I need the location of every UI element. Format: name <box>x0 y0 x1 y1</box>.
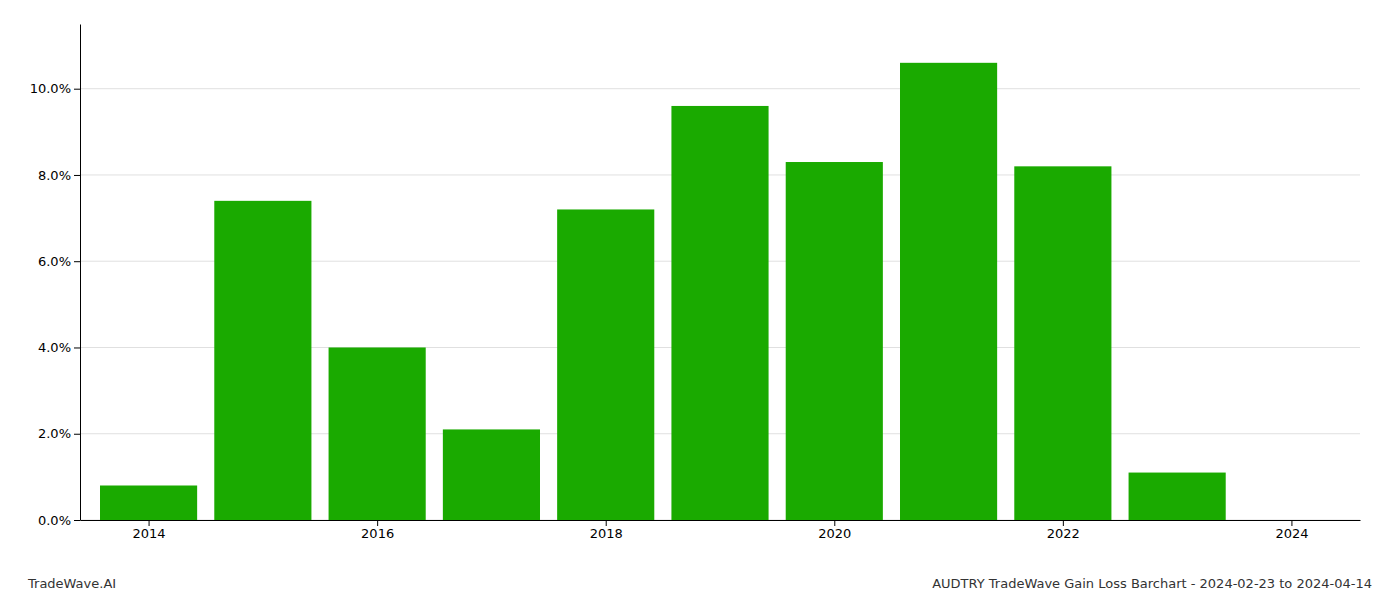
y-tick-label: 2.0% <box>38 426 71 441</box>
y-tick-mark <box>74 434 80 435</box>
y-tick-label: 8.0% <box>38 168 71 183</box>
x-tick: 2022 <box>1047 520 1080 541</box>
bars <box>100 63 1226 520</box>
footer-text: TradeWave.AI <box>27 576 116 591</box>
bar <box>214 201 311 520</box>
bar <box>671 106 768 520</box>
y-tick: 8.0% <box>38 168 80 183</box>
chart-container: 0.0% 2.0% 4.0% 6.0% 8.0% 10.0% 2014 2016 2018 202… <box>0 0 1400 600</box>
x-tick: 2020 <box>818 520 851 541</box>
y-tick-label: 6.0% <box>38 254 71 269</box>
y-tick: 6.0% <box>38 254 80 269</box>
x-tick-mark <box>149 520 150 526</box>
bar <box>557 209 654 520</box>
grid-line <box>80 88 1360 89</box>
y-tick-mark <box>74 520 80 521</box>
y-tick: 2.0% <box>38 426 80 441</box>
x-tick-mark <box>606 520 607 526</box>
y-tick: 4.0% <box>38 340 80 355</box>
y-tick: 10.0% <box>30 81 80 96</box>
x-tick-label: 2018 <box>590 526 623 541</box>
bar <box>443 429 540 520</box>
y-tick: 0.0% <box>38 513 80 528</box>
x-tick-mark <box>1291 520 1292 526</box>
x-tick: 2018 <box>590 520 623 541</box>
y-tick-label: 0.0% <box>38 513 71 528</box>
y-tick-label: 4.0% <box>38 340 71 355</box>
y-tick-mark <box>74 175 80 176</box>
y-tick-mark <box>74 89 80 90</box>
grid <box>80 89 1360 520</box>
x-axis-line <box>81 520 1361 521</box>
y-axis-line <box>80 25 81 521</box>
x-tick-mark <box>377 520 378 526</box>
footer-text: AUDTRY TradeWave Gain Loss Barchart - 20… <box>932 576 1372 591</box>
bar <box>900 63 997 520</box>
x-tick-mark <box>1063 520 1064 526</box>
x-tick: 2016 <box>361 520 394 541</box>
x-tick-label: 2020 <box>818 526 851 541</box>
x-axis: 2014 2016 2018 2020 2022 2024 <box>81 520 1361 541</box>
footer: TradeWave.AI AUDTRY TradeWave Gain Loss B… <box>27 576 1372 591</box>
y-tick-mark <box>74 347 80 348</box>
x-tick-label: 2016 <box>361 526 394 541</box>
bar <box>100 485 197 520</box>
bar <box>1129 473 1226 520</box>
y-tick-mark <box>74 261 80 262</box>
plot-area: 0.0% 2.0% 4.0% 6.0% 8.0% 10.0% 2014 2016 2018 202… <box>30 25 1361 542</box>
chart-svg: 0.0% 2.0% 4.0% 6.0% 8.0% 10.0% 2014 2016 2018 202… <box>0 0 1400 600</box>
x-tick: 2024 <box>1275 520 1308 541</box>
x-tick-label: 2014 <box>133 526 166 541</box>
bar <box>329 347 426 520</box>
x-tick-label: 2024 <box>1275 526 1308 541</box>
x-tick: 2014 <box>133 520 166 541</box>
x-tick-label: 2022 <box>1047 526 1080 541</box>
bar <box>786 162 883 520</box>
bar <box>1014 166 1111 520</box>
y-tick-label: 10.0% <box>30 81 71 96</box>
x-tick-mark <box>834 520 835 526</box>
y-axis: 0.0% 2.0% 4.0% 6.0% 8.0% 10.0% <box>30 25 81 528</box>
